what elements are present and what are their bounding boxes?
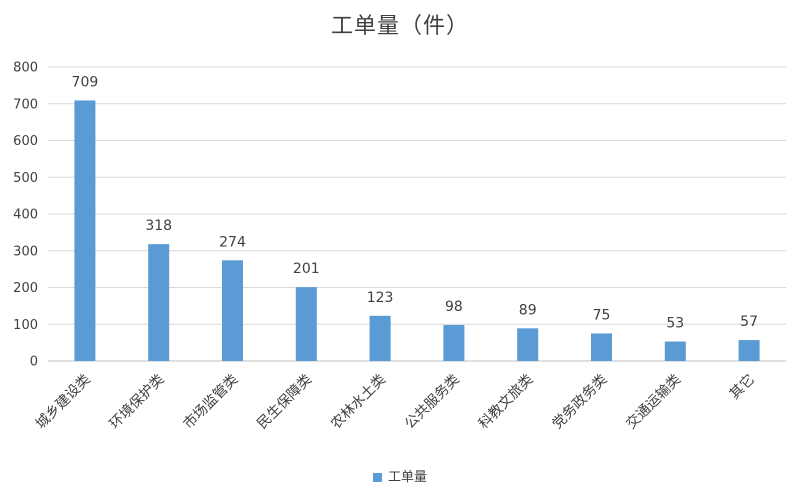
legend: 工单量 <box>0 466 800 485</box>
x-tick-label: 其它 <box>726 371 758 403</box>
legend-swatch <box>372 473 382 482</box>
bar <box>591 333 612 361</box>
labels: 709 城乡建设类 318 环境保护类 274 市场监管类 201 民生保障类 123 农林水土类… <box>33 74 758 432</box>
x-tick-label: 公共服务类 <box>402 372 463 433</box>
legend-label: 工单量 <box>387 470 427 485</box>
data-label: 318 <box>145 218 172 234</box>
y-tick-label: 100 <box>13 318 38 333</box>
y-tick-label: 700 <box>13 97 38 112</box>
y-tick-label: 500 <box>13 171 38 186</box>
data-label: 53 <box>666 316 684 332</box>
data-label: 123 <box>367 290 394 306</box>
bar <box>74 100 96 361</box>
legend-item: 工单量 <box>372 466 427 485</box>
bars <box>74 100 760 361</box>
data-label: 709 <box>72 74 99 90</box>
y-tick-label: 300 <box>13 244 38 259</box>
data-label: 98 <box>445 299 463 315</box>
x-tick-label: 交通运输类 <box>623 371 685 433</box>
x-tick-label: 环境保护类 <box>107 372 168 433</box>
data-label: 75 <box>593 307 611 323</box>
bar <box>295 287 317 361</box>
axis: 0 100 200 300 400 500 600 700 800 <box>13 61 38 370</box>
y-tick-label: 800 <box>13 61 38 76</box>
x-tick-label: 科教文旅类 <box>476 372 537 433</box>
x-tick-label: 市场监管类 <box>180 371 242 433</box>
x-tick-label: 党务政务类 <box>550 372 611 433</box>
bar <box>517 328 539 361</box>
x-tick-label: 民生保障类 <box>254 372 315 433</box>
x-tick-label: 农林水土类 <box>328 372 389 433</box>
data-label: 57 <box>740 314 758 330</box>
bar <box>222 260 243 361</box>
y-tick-label: 0 <box>30 355 38 370</box>
data-label: 89 <box>519 302 537 318</box>
bar <box>664 341 686 361</box>
x-tick-label: 城乡建设类 <box>33 372 94 433</box>
y-tick-label: 200 <box>13 281 38 296</box>
bar <box>369 315 391 361</box>
bar <box>443 324 465 361</box>
bar <box>738 340 760 361</box>
y-tick-label: 400 <box>13 208 38 223</box>
data-label: 201 <box>293 261 320 277</box>
chart-title: 工单量（件） <box>330 14 469 39</box>
bar <box>148 244 170 361</box>
gridlines <box>48 66 786 362</box>
y-tick-label: 600 <box>13 134 38 149</box>
data-label: 274 <box>219 234 246 250</box>
